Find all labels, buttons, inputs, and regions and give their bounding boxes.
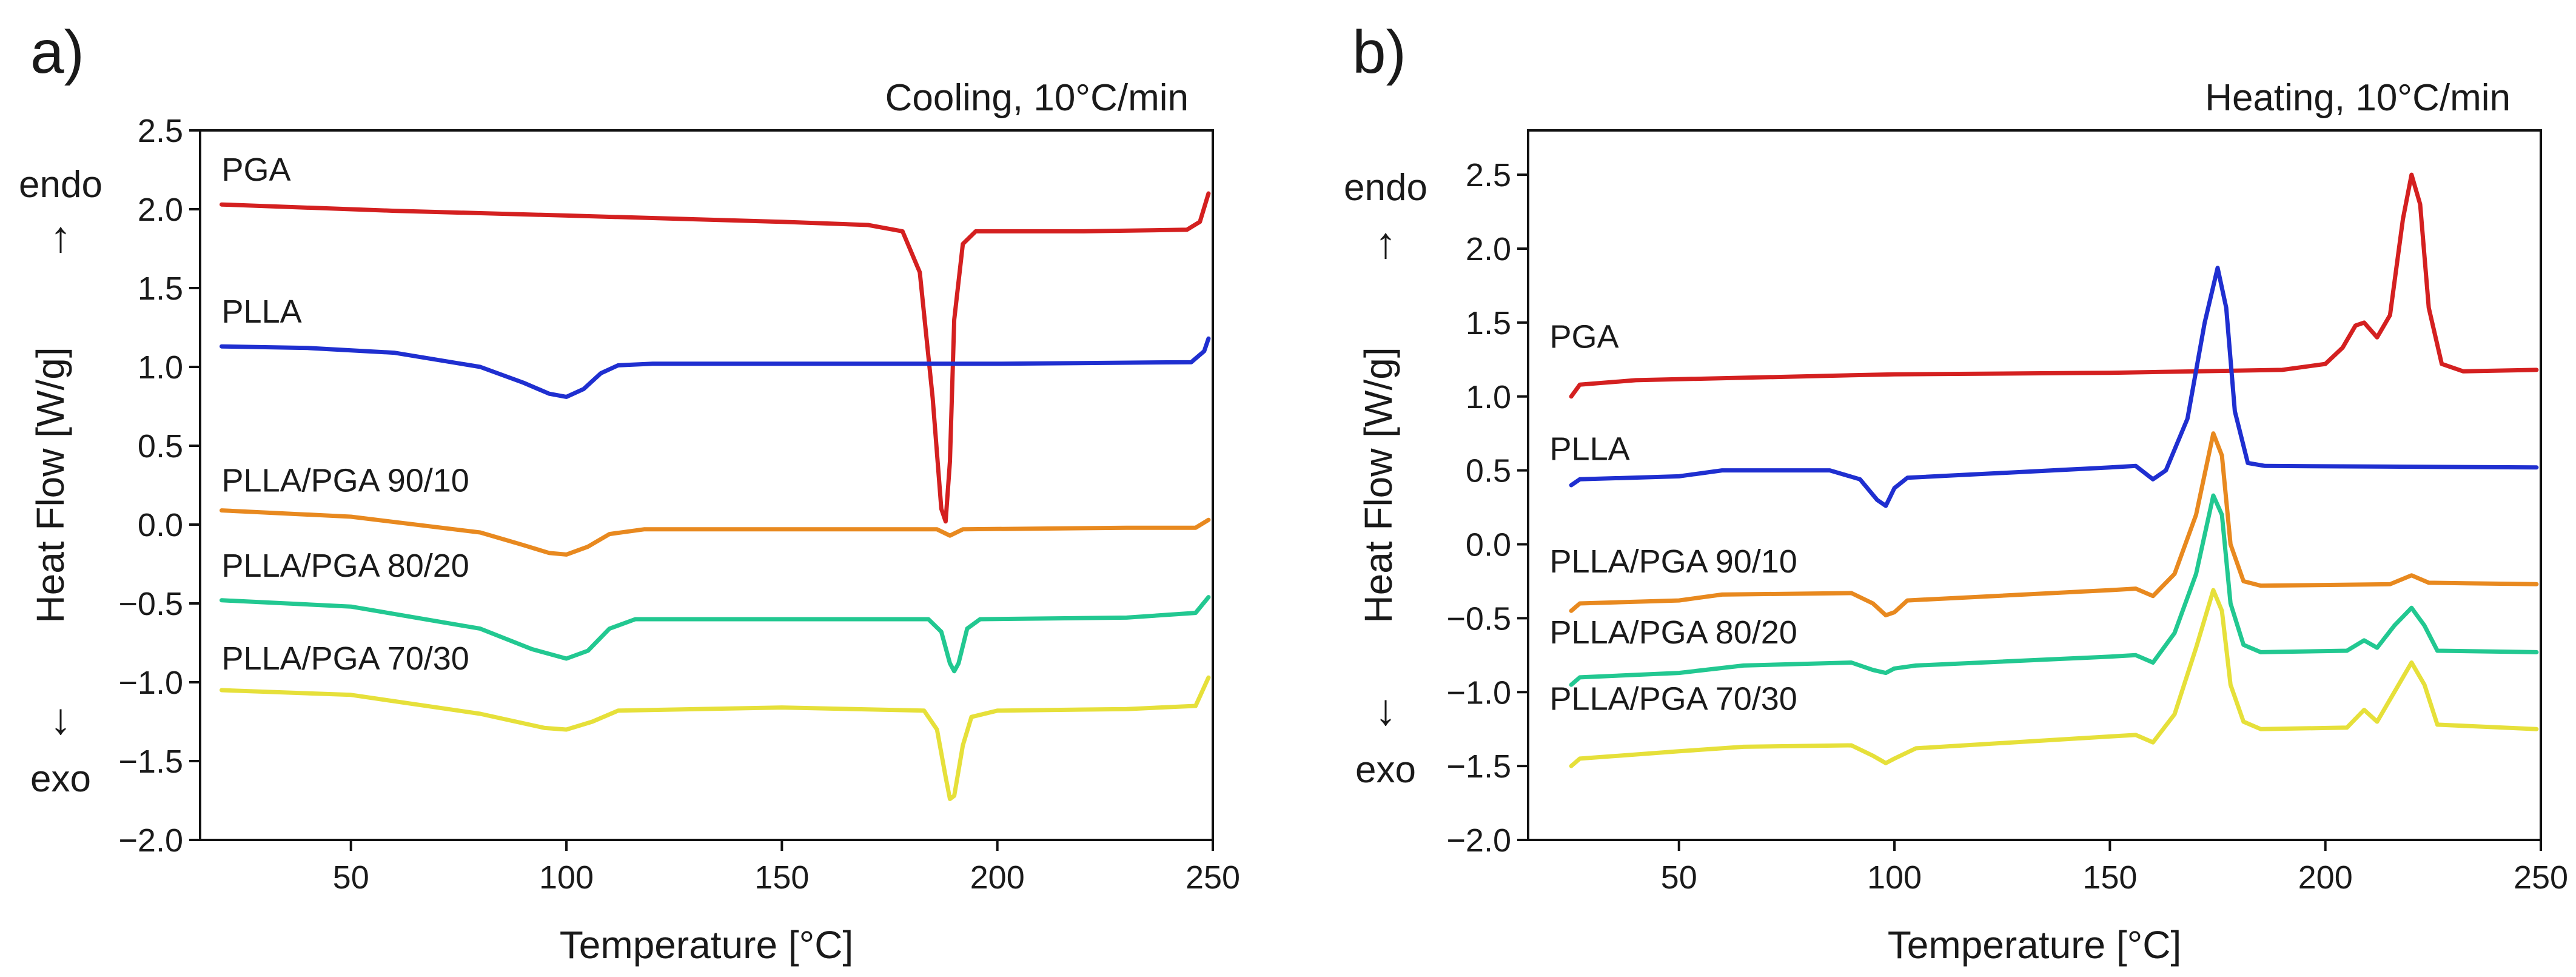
panel-b-curve-plla-pga-80-20 [1569, 493, 2539, 687]
panel-a-y-tick-label: −1.5 [118, 744, 183, 780]
panel-a-y-tick-label: 0.0 [138, 507, 183, 543]
panel-b-up-arrow-icon: ↑ [1375, 219, 1397, 267]
panel-b-y-tick-label: 1.0 [1466, 379, 1511, 415]
panel-a-cooling: a) Cooling, 10°C/min −2.0 −1.5 −1.0 −0.5 0.0… [19, 18, 1240, 967]
panel-b-x-tick-label: 250 [2514, 859, 2568, 896]
panel-a-x-axis: 50 100 150 200 250 [333, 840, 1240, 896]
panel-b-curve-plla-pga-70-30 [1569, 588, 2539, 768]
panel-b-letter: b) [1352, 18, 1406, 86]
panel-a-y-tick-label: −2.0 [118, 822, 183, 859]
panel-b-exo-label: exo [1355, 749, 1416, 791]
panel-b-y-tick-label: 2.5 [1466, 157, 1511, 193]
panel-a-y-tick-label: 0.5 [138, 428, 183, 465]
panel-b-y-tick-label: −1.5 [1446, 748, 1511, 785]
panel-b-y-tick-label: 0.5 [1466, 453, 1511, 489]
panel-b-label-pga: PGA [1550, 318, 1619, 355]
panel-a-label-pga: PGA [222, 152, 291, 188]
panel-b-curve-plla [1569, 266, 2539, 508]
panel-a-y-tick-label: 2.0 [138, 192, 183, 228]
panel-a-endo-label: endo [19, 164, 102, 206]
panel-a-curve-plla [220, 336, 1211, 399]
panel-b-y-tick-label: 2.0 [1466, 231, 1511, 267]
panel-a-curve-pga [220, 191, 1211, 524]
panel-b-curve-plla-pga-90-10 [1569, 431, 2539, 617]
panel-a-x-tick-label: 100 [539, 859, 594, 896]
panel-b-x-tick-label: 50 [1661, 859, 1697, 896]
panel-a-series-labels: PGA PLLA PLLA/PGA 90/10 PLLA/PGA 80/20 PLLA/… [222, 152, 469, 677]
panel-b-series [1569, 172, 2539, 768]
panel-a-x-tick-label: 200 [970, 859, 1025, 896]
panel-b-y-tick-label: −2.0 [1446, 822, 1511, 859]
panel-b-x-tick-label: 200 [2298, 859, 2353, 896]
panel-a-y-tick-label: 2.5 [138, 113, 183, 149]
panel-a-label-plla-pga-70-30: PLLA/PGA 70/30 [222, 640, 469, 677]
panel-a-curve-plla-pga-70-30 [220, 675, 1211, 801]
panel-b-curve-pga [1569, 172, 2539, 399]
panel-b-label-plla-pga-70-30: PLLA/PGA 70/30 [1550, 681, 1797, 717]
panel-b-y-axis: −2.0 −1.5 −1.0 −0.5 0.0 0.5 1.0 1.5 2.0 2.5 [1446, 157, 1528, 859]
panel-b-down-arrow-icon: ↓ [1375, 686, 1397, 734]
panel-a-y-tick-label: 1.0 [138, 349, 183, 386]
panel-b-x-tick-label: 150 [2082, 859, 2137, 896]
panel-a-xlabel: Temperature [°C] [560, 923, 853, 967]
panel-b-x-tick-label: 100 [1867, 859, 1922, 896]
panel-a-condition: Cooling, 10°C/min [885, 77, 1189, 119]
panel-b-x-axis: 50 100 150 200 250 [1661, 840, 2568, 896]
panel-a-x-tick-label: 250 [1186, 859, 1240, 896]
panel-b-condition: Heating, 10°C/min [2205, 77, 2511, 119]
panel-a-label-plla: PLLA [222, 294, 302, 330]
panel-a-plot-frame [199, 129, 1214, 841]
panel-a-y-tick-label: −0.5 [118, 586, 183, 622]
panel-a-label-plla-pga-90-10: PLLA/PGA 90/10 [222, 462, 469, 499]
panel-a-exo-label: exo [30, 758, 91, 800]
panel-b-endo-label: endo [1344, 167, 1427, 209]
panel-b-plot-frame [1527, 129, 2542, 841]
panel-b-y-tick-label: −0.5 [1446, 600, 1511, 637]
panel-b-label-plla: PLLA [1550, 431, 1630, 468]
panel-a-x-tick-label: 50 [333, 859, 369, 896]
panel-a-label-plla-pga-80-20: PLLA/PGA 80/20 [222, 548, 469, 584]
panel-a-ylabel: Heat Flow [W/g] [29, 347, 72, 623]
panel-a-y-tick-label: −1.0 [118, 665, 183, 701]
panel-a-curve-plla-pga-90-10 [220, 508, 1211, 557]
panel-b-label-plla-pga-80-20: PLLA/PGA 80/20 [1550, 614, 1797, 651]
panel-b-y-tick-label: 1.5 [1466, 305, 1511, 341]
panel-a-y-axis: −2.0 −1.5 −1.0 −0.5 0.0 0.5 1.0 1.5 2.0 2.5 [118, 113, 200, 859]
panel-b-series-labels: PGA PLLA PLLA/PGA 90/10 PLLA/PGA 80/20 PLLA/… [1550, 318, 1797, 717]
panel-b-label-plla-pga-90-10: PLLA/PGA 90/10 [1550, 543, 1797, 580]
panel-b-xlabel: Temperature [°C] [1888, 923, 2181, 967]
panel-a-x-tick-label: 150 [754, 859, 809, 896]
panel-a-curve-plla-pga-80-20 [220, 595, 1211, 674]
panel-a-series [220, 191, 1211, 801]
panel-b-y-tick-label: 0.0 [1466, 527, 1511, 563]
panel-a-up-arrow-icon: ↑ [50, 213, 72, 261]
panel-b-ylabel: Heat Flow [W/g] [1357, 347, 1400, 623]
panel-a-letter: a) [30, 18, 84, 86]
panel-b-y-tick-label: −1.0 [1446, 674, 1511, 711]
panel-a-y-tick-label: 1.5 [138, 270, 183, 307]
panel-b-heating: b) Heating, 10°C/min −2.0 −1.5 −1.0 −0.5 0.0… [1344, 18, 2568, 967]
panel-a-down-arrow-icon: ↓ [50, 695, 72, 744]
